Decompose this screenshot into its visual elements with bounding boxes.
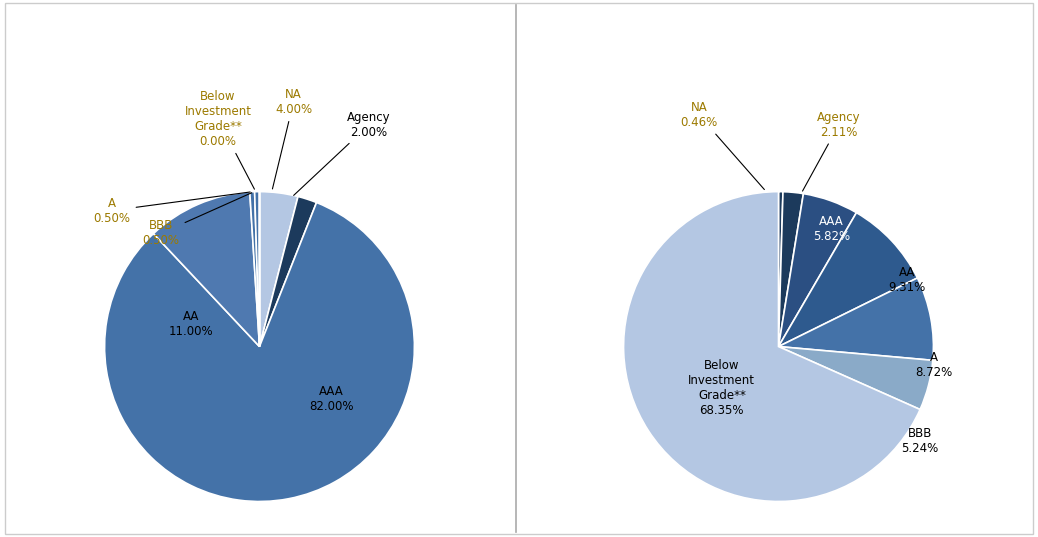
Wedge shape [105, 202, 414, 502]
Text: Below
Investment
Grade**
68.35%: Below Investment Grade** 68.35% [688, 359, 756, 417]
Wedge shape [778, 194, 856, 346]
Text: AA
11.00%: AA 11.00% [169, 310, 214, 338]
Text: AA
9.31%: AA 9.31% [889, 266, 926, 294]
Text: NA
4.00%: NA 4.00% [272, 88, 312, 189]
Text: Below
Investment
Grade**
0.00%: Below Investment Grade** 0.00% [185, 90, 254, 189]
Wedge shape [154, 192, 260, 346]
Wedge shape [624, 192, 920, 502]
Text: Agency
2.00%: Agency 2.00% [294, 111, 391, 195]
Wedge shape [778, 346, 933, 410]
Text: A
0.50%: A 0.50% [93, 192, 250, 224]
Wedge shape [260, 197, 317, 346]
Text: Agency
2.11%: Agency 2.11% [802, 111, 861, 191]
Text: AAA
82.00%: AAA 82.00% [309, 386, 354, 413]
Text: BBB
5.24%: BBB 5.24% [902, 427, 938, 455]
Wedge shape [250, 192, 260, 346]
Wedge shape [778, 213, 918, 346]
Wedge shape [778, 192, 803, 346]
Text: NA
0.46%: NA 0.46% [681, 101, 764, 190]
Text: A
8.72%: A 8.72% [914, 351, 952, 380]
Text: AAA
5.82%: AAA 5.82% [813, 215, 850, 243]
Wedge shape [260, 192, 298, 346]
Wedge shape [778, 192, 783, 346]
Wedge shape [778, 278, 933, 360]
Text: BBB
0.50%: BBB 0.50% [143, 193, 251, 247]
Wedge shape [254, 192, 260, 346]
